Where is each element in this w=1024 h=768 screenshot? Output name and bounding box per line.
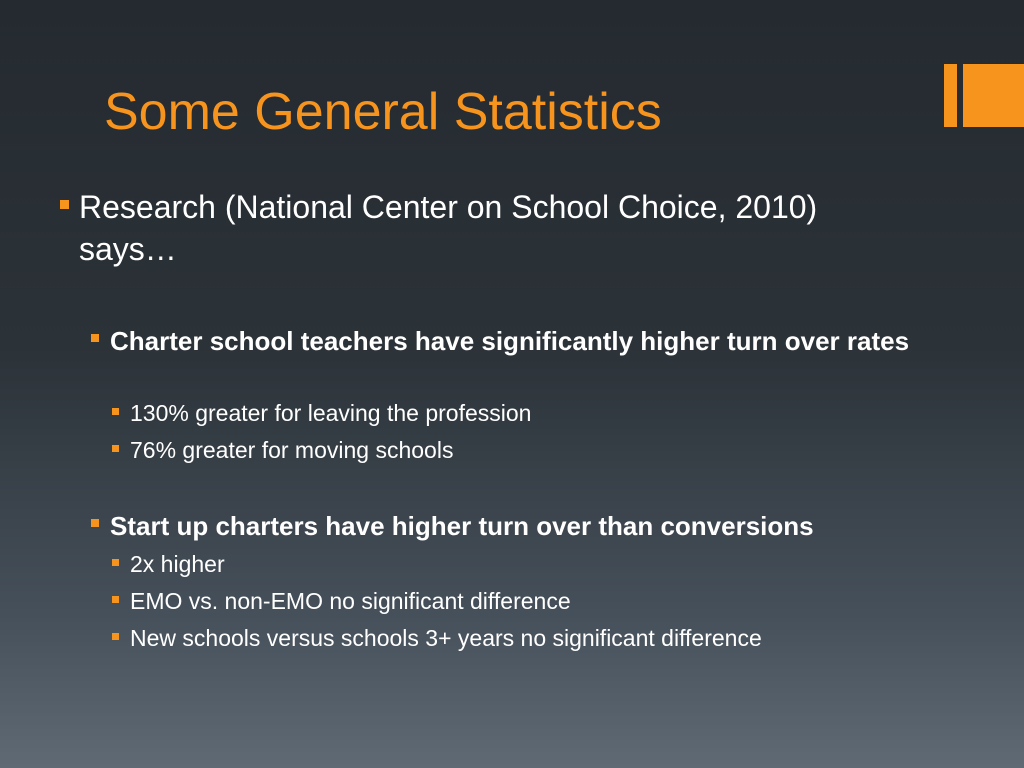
- square-bullet-icon: [91, 519, 99, 527]
- logo-bar-wide: [963, 64, 1024, 127]
- sub-bullet-text: 2x higher: [130, 551, 225, 577]
- section-heading: Charter school teachers have significant…: [110, 326, 910, 356]
- square-bullet-icon: [112, 408, 119, 415]
- sub-bullet-text: EMO vs. non-EMO no significant differenc…: [130, 588, 571, 614]
- intro-bullet: Research (National Center on School Choi…: [60, 186, 910, 270]
- section-heading: Start up charters have higher turn over …: [110, 511, 814, 541]
- intro-text: Research (National Center on School Choi…: [79, 189, 818, 267]
- sub-bullet-text: 76% greater for moving schools: [130, 437, 454, 463]
- square-bullet-icon: [112, 596, 119, 603]
- square-bullet-icon: [91, 334, 99, 342]
- sub-bullet: 76% greater for moving schools: [112, 436, 932, 464]
- section-heading-bullet: Start up charters have higher turn over …: [91, 509, 921, 543]
- sub-bullet: 130% greater for leaving the profession: [112, 399, 932, 427]
- square-bullet-icon: [112, 633, 119, 640]
- sub-bullet-text: 130% greater for leaving the profession: [130, 400, 532, 426]
- square-bullet-icon: [60, 200, 69, 209]
- slide-title: Some General Statistics: [104, 83, 662, 141]
- sub-bullet: EMO vs. non-EMO no significant differenc…: [112, 587, 932, 615]
- square-bullet-icon: [112, 445, 119, 452]
- sub-bullet: 2x higher: [112, 550, 932, 578]
- sub-bullet-text: New schools versus schools 3+ years no s…: [130, 625, 762, 651]
- section-heading-bullet: Charter school teachers have significant…: [91, 324, 921, 358]
- sub-bullet: New schools versus schools 3+ years no s…: [112, 624, 932, 652]
- square-bullet-icon: [112, 559, 119, 566]
- logo-bar-narrow: [944, 64, 957, 127]
